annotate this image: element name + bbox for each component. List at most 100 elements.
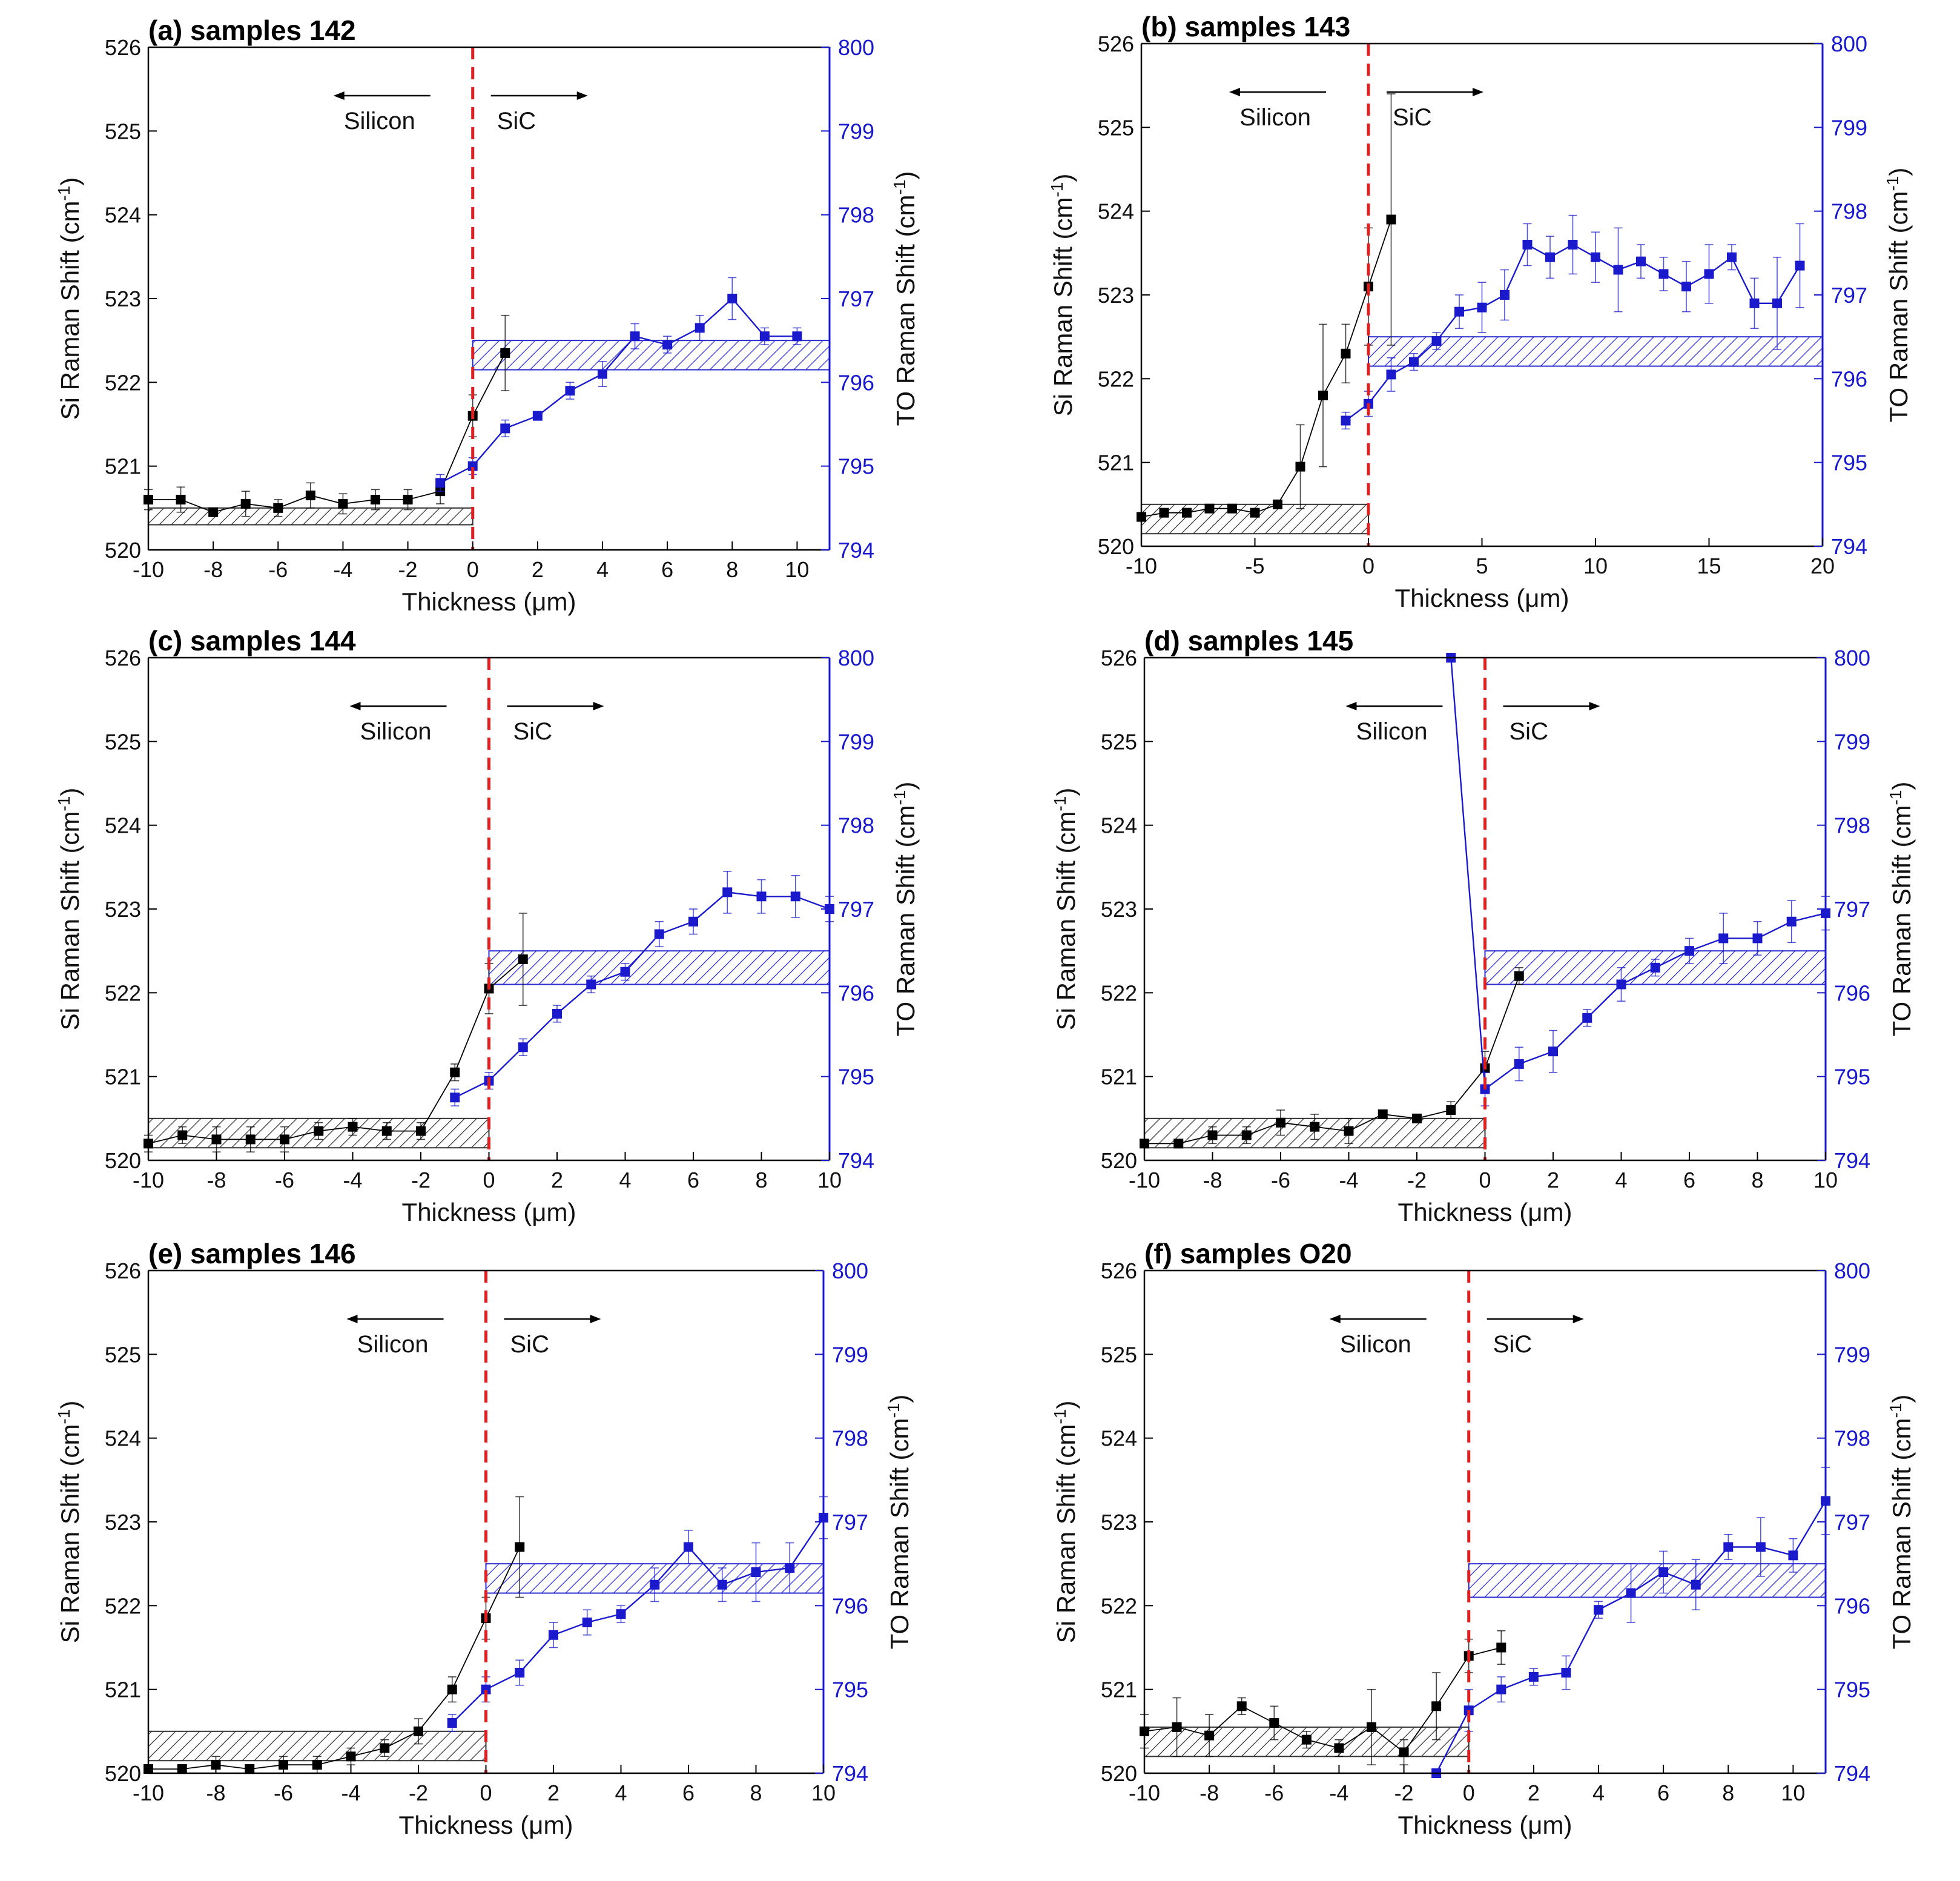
x-tick-label: 0 <box>1362 554 1374 578</box>
to-data-point <box>518 1042 528 1053</box>
left-y-tick-label: 522 <box>1098 366 1134 391</box>
left-y-axis-title-main: Si Raman Shift (cm <box>56 201 84 420</box>
si-series-line <box>1144 1647 1502 1753</box>
right-y-axis-title: TO Raman Shift (cm-1) <box>890 782 920 1037</box>
panel-title: (d) samples 145 <box>1144 625 1353 656</box>
to-reference-band <box>1468 1563 1827 1598</box>
left-y-axis-title-close: ) <box>1052 788 1080 796</box>
left-y-axis-title: Si Raman Shift (cm-1) <box>1051 1401 1081 1644</box>
left-y-tick-label: 526 <box>105 646 141 670</box>
right-y-tick-label: 800 <box>838 35 874 60</box>
silicon-label: Silicon <box>357 1331 429 1358</box>
x-tick-label: 10 <box>1813 1168 1838 1192</box>
silicon-arrowhead <box>1329 1315 1341 1323</box>
right-y-axis-title-main: TO Raman Shift (cm <box>1887 1418 1916 1649</box>
to-data-point <box>1561 1668 1571 1678</box>
to-data-point <box>1626 1588 1636 1598</box>
to-data-point <box>1591 252 1600 262</box>
x-tick-label: 8 <box>1751 1168 1763 1192</box>
si-series-line <box>1141 219 1392 518</box>
x-tick-label: -2 <box>398 557 418 582</box>
left-y-axis-title-close: ) <box>1049 174 1077 182</box>
left-y-axis-title: Si Raman Shift (cm-1) <box>54 177 85 420</box>
x-tick-label: -10 <box>133 1168 164 1192</box>
plot-area <box>1140 1271 1830 1778</box>
left-y-tick-label: 523 <box>1098 283 1134 308</box>
right-y-tick-label: 799 <box>1831 115 1867 140</box>
left-y-tick-label: 522 <box>105 1593 141 1618</box>
to-data-point <box>630 331 640 342</box>
right-y-tick-label: 795 <box>838 454 874 479</box>
sic-arrowhead <box>1589 702 1600 710</box>
right-y-tick-label: 796 <box>838 370 874 395</box>
x-axis-title-unit: μm <box>532 587 567 616</box>
si-data-point <box>403 495 413 504</box>
to-data-point <box>790 891 800 902</box>
to-reference-band <box>488 950 830 985</box>
x-tick-label: 0 <box>1479 1168 1491 1192</box>
si-data-point <box>1412 1113 1422 1123</box>
si-data-point <box>208 507 219 517</box>
to-data-point <box>1691 1579 1701 1590</box>
plot-area <box>1137 44 1823 546</box>
x-axis-title-suffix: ) <box>567 1198 576 1226</box>
x-tick-label: 4 <box>619 1168 631 1192</box>
left-y-axis-title: Si Raman Shift (cm-1) <box>54 1401 85 1644</box>
x-tick-label: -10 <box>1129 1168 1160 1192</box>
to-data-point <box>1594 1605 1603 1615</box>
right-y-tick-label: 800 <box>1834 646 1870 670</box>
left-y-tick-label: 521 <box>1101 1678 1137 1702</box>
x-axis-title-unit: μm <box>1525 584 1560 612</box>
right-y-tick-label: 795 <box>832 1678 868 1702</box>
to-data-point <box>1658 269 1669 279</box>
right-y-tick-label: 795 <box>838 1065 874 1089</box>
to-data-point <box>552 1008 562 1019</box>
si-data-point <box>1496 1642 1506 1653</box>
to-data-point <box>1723 1542 1734 1552</box>
sic-label: SiC <box>497 108 536 134</box>
silicon-label: Silicon <box>1340 1331 1411 1358</box>
si-data-point <box>1310 1122 1320 1132</box>
to-data-point <box>565 386 575 396</box>
si-data-point <box>518 954 528 964</box>
si-data-point <box>416 1126 426 1136</box>
x-tick-label: 0 <box>467 557 479 582</box>
to-data-point <box>450 1093 460 1103</box>
to-data-point <box>1684 946 1694 956</box>
right-y-axis-title-exponent: -1 <box>884 1403 903 1418</box>
x-tick-label: -6 <box>274 1780 293 1805</box>
left-y-tick-label: 522 <box>1101 980 1137 1005</box>
left-y-axis-title-main: Si Raman Shift (cm <box>1049 197 1077 417</box>
x-axis-title: Thickness (μm) <box>402 1198 576 1226</box>
x-tick-label: 5 <box>1476 554 1488 578</box>
si-series <box>144 314 510 517</box>
left-y-axis-title-exponent: -1 <box>54 796 73 812</box>
si-series <box>1140 1630 1506 1765</box>
si-data-point <box>177 1764 187 1774</box>
si-data-point <box>1159 507 1169 518</box>
x-tick-label: 4 <box>1615 1168 1627 1192</box>
sic-label: SiC <box>1493 1331 1532 1358</box>
right-y-axis-title-close: ) <box>891 171 920 180</box>
left-y-tick-label: 525 <box>1101 1342 1137 1367</box>
x-tick-label: -8 <box>206 1168 226 1192</box>
to-data-point <box>1795 260 1805 271</box>
left-y-axis-title-close: ) <box>56 1401 84 1409</box>
to-data-point <box>1496 1684 1506 1694</box>
to-data-point <box>650 1579 660 1590</box>
to-data-point <box>1658 1567 1669 1577</box>
to-data-point <box>1545 252 1555 262</box>
x-tick-label: 10 <box>1781 1780 1805 1805</box>
x-tick-label: 8 <box>1722 1780 1734 1805</box>
si-data-point <box>450 1067 460 1077</box>
right-y-tick-label: 794 <box>838 1148 874 1173</box>
x-tick-label: 10 <box>811 1780 836 1805</box>
si-reference-band <box>148 507 474 526</box>
si-series <box>1140 967 1524 1149</box>
si-data-point <box>1431 1701 1442 1711</box>
to-data-point <box>792 331 802 342</box>
right-y-tick-label: 800 <box>832 1258 868 1283</box>
right-y-tick-label: 798 <box>1831 199 1867 224</box>
si-data-point <box>348 1122 358 1132</box>
si-data-point <box>1367 1722 1376 1732</box>
